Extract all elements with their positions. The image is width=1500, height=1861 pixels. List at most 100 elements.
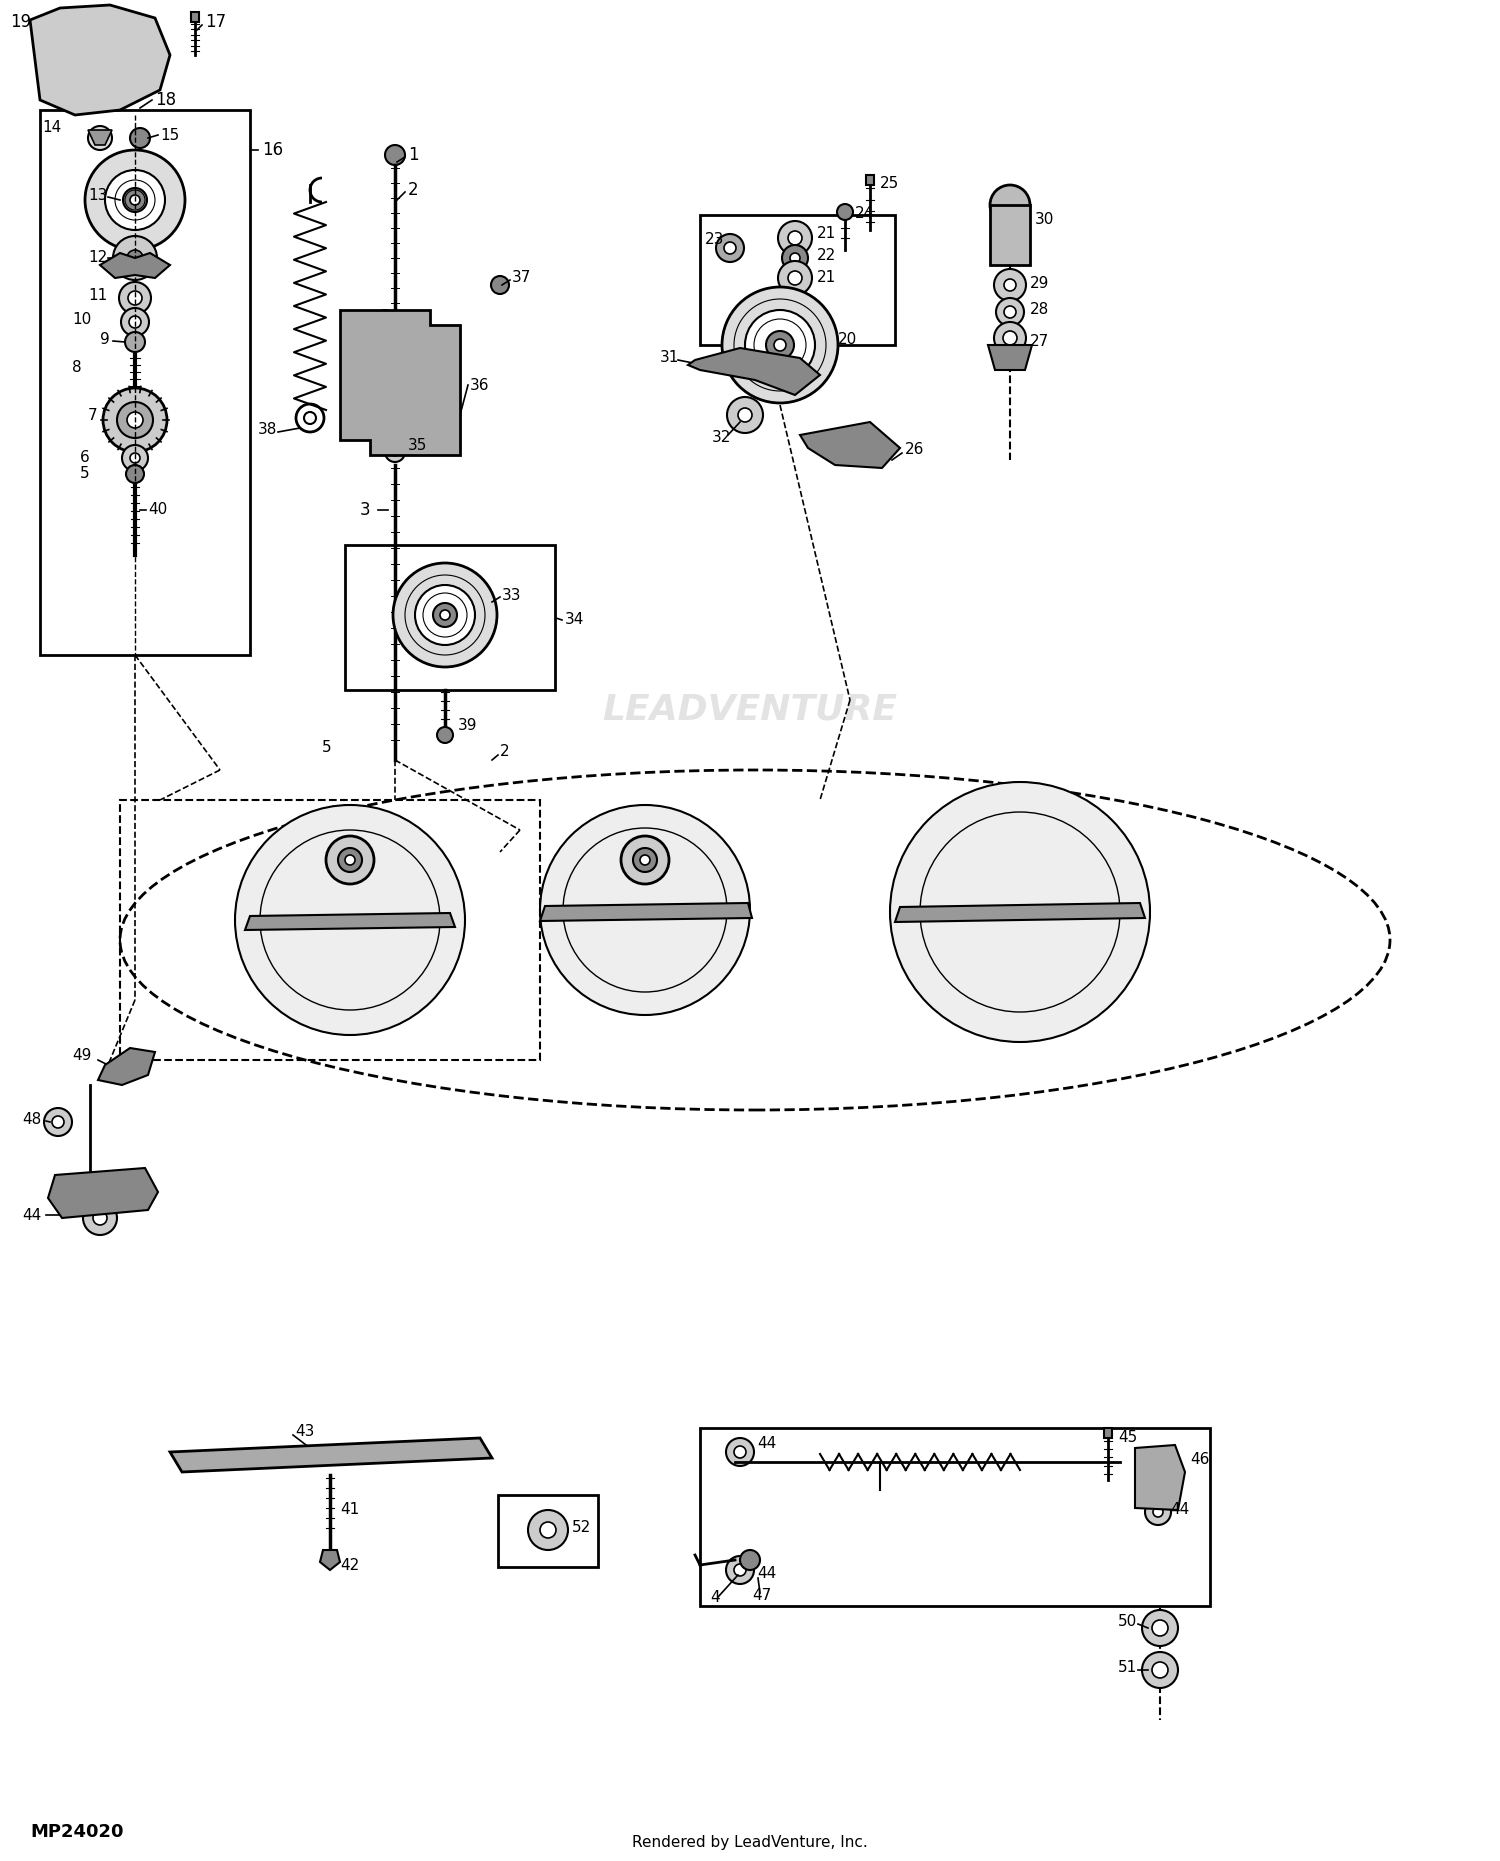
Text: 52: 52 bbox=[572, 1520, 591, 1535]
Text: 14: 14 bbox=[42, 121, 62, 136]
Text: 33: 33 bbox=[503, 588, 522, 603]
Circle shape bbox=[376, 311, 393, 326]
Circle shape bbox=[724, 242, 736, 253]
Text: 51: 51 bbox=[1118, 1660, 1137, 1675]
Polygon shape bbox=[1104, 1427, 1112, 1439]
Text: 16: 16 bbox=[262, 141, 284, 158]
Circle shape bbox=[386, 145, 405, 166]
Circle shape bbox=[129, 316, 141, 328]
Circle shape bbox=[386, 443, 405, 462]
Polygon shape bbox=[320, 1550, 340, 1571]
Text: 3: 3 bbox=[360, 501, 370, 519]
Circle shape bbox=[1152, 1662, 1168, 1679]
Circle shape bbox=[728, 396, 764, 434]
Text: 44: 44 bbox=[758, 1435, 777, 1450]
Text: 13: 13 bbox=[88, 188, 108, 203]
Bar bbox=[990, 205, 1030, 264]
Circle shape bbox=[130, 128, 150, 149]
Text: 43: 43 bbox=[296, 1424, 315, 1440]
Circle shape bbox=[44, 1107, 72, 1135]
Polygon shape bbox=[800, 422, 900, 467]
Text: 39: 39 bbox=[458, 718, 477, 733]
Text: 30: 30 bbox=[1035, 212, 1054, 227]
Circle shape bbox=[540, 806, 750, 1014]
Text: MP24020: MP24020 bbox=[30, 1824, 123, 1841]
Circle shape bbox=[994, 322, 1026, 354]
Bar bbox=[345, 545, 555, 690]
Circle shape bbox=[126, 465, 144, 484]
Text: 44: 44 bbox=[758, 1565, 777, 1580]
Circle shape bbox=[726, 1556, 754, 1584]
Text: 27: 27 bbox=[1030, 335, 1050, 350]
Circle shape bbox=[734, 1446, 746, 1457]
Circle shape bbox=[326, 836, 374, 884]
Text: 28: 28 bbox=[1030, 303, 1050, 318]
Text: 49: 49 bbox=[72, 1048, 92, 1063]
Text: Rendered by LeadVenture, Inc.: Rendered by LeadVenture, Inc. bbox=[632, 1835, 868, 1850]
Circle shape bbox=[1154, 1507, 1162, 1517]
Circle shape bbox=[640, 854, 650, 865]
Circle shape bbox=[68, 28, 132, 91]
Text: 48: 48 bbox=[22, 1113, 42, 1128]
Circle shape bbox=[122, 445, 148, 471]
Text: 37: 37 bbox=[512, 270, 531, 285]
Circle shape bbox=[890, 782, 1150, 1042]
Polygon shape bbox=[30, 6, 170, 115]
Circle shape bbox=[746, 311, 814, 380]
Text: 15: 15 bbox=[160, 128, 180, 143]
Text: 36: 36 bbox=[470, 378, 489, 393]
Circle shape bbox=[88, 127, 112, 151]
Text: 8: 8 bbox=[72, 361, 81, 376]
Circle shape bbox=[790, 253, 800, 262]
Circle shape bbox=[392, 449, 399, 456]
Text: 26: 26 bbox=[904, 443, 924, 458]
Bar bbox=[120, 800, 540, 1061]
Text: 6: 6 bbox=[80, 450, 90, 465]
Circle shape bbox=[722, 287, 839, 404]
Text: 1: 1 bbox=[408, 145, 419, 164]
Polygon shape bbox=[48, 1169, 158, 1217]
Text: 25: 25 bbox=[880, 175, 900, 190]
Polygon shape bbox=[688, 348, 820, 395]
Bar bbox=[700, 1427, 1210, 1606]
Circle shape bbox=[1142, 1653, 1178, 1688]
Text: 34: 34 bbox=[566, 612, 585, 627]
Text: 41: 41 bbox=[340, 1502, 360, 1517]
Circle shape bbox=[766, 331, 794, 359]
Circle shape bbox=[540, 1522, 556, 1537]
Text: 47: 47 bbox=[752, 1587, 771, 1602]
Polygon shape bbox=[896, 903, 1144, 921]
Text: 12: 12 bbox=[88, 249, 108, 264]
Text: 21: 21 bbox=[818, 225, 837, 240]
Text: 20: 20 bbox=[839, 333, 858, 348]
Circle shape bbox=[837, 205, 854, 220]
Text: 17: 17 bbox=[206, 13, 226, 32]
Circle shape bbox=[996, 298, 1024, 326]
Circle shape bbox=[393, 564, 496, 666]
Circle shape bbox=[406, 439, 423, 454]
Text: 5: 5 bbox=[80, 465, 90, 480]
Polygon shape bbox=[190, 11, 200, 22]
Text: 46: 46 bbox=[1190, 1452, 1209, 1468]
Circle shape bbox=[93, 1212, 106, 1225]
Text: 23: 23 bbox=[705, 233, 724, 248]
Circle shape bbox=[788, 272, 802, 285]
Circle shape bbox=[236, 806, 465, 1035]
Circle shape bbox=[621, 836, 669, 884]
Circle shape bbox=[82, 43, 118, 78]
Circle shape bbox=[117, 402, 153, 437]
Circle shape bbox=[1142, 1610, 1178, 1645]
Circle shape bbox=[1004, 279, 1016, 290]
Text: 24: 24 bbox=[855, 205, 874, 220]
Circle shape bbox=[124, 331, 146, 352]
Text: 4: 4 bbox=[710, 1591, 720, 1606]
Circle shape bbox=[112, 236, 158, 279]
Text: LEADVENTURE: LEADVENTURE bbox=[603, 692, 897, 728]
Polygon shape bbox=[88, 130, 112, 145]
Text: 50: 50 bbox=[1118, 1615, 1137, 1630]
Text: 44: 44 bbox=[22, 1208, 42, 1223]
Circle shape bbox=[778, 261, 812, 296]
Circle shape bbox=[382, 422, 406, 447]
Circle shape bbox=[123, 188, 147, 212]
Text: 42: 42 bbox=[340, 1558, 360, 1573]
